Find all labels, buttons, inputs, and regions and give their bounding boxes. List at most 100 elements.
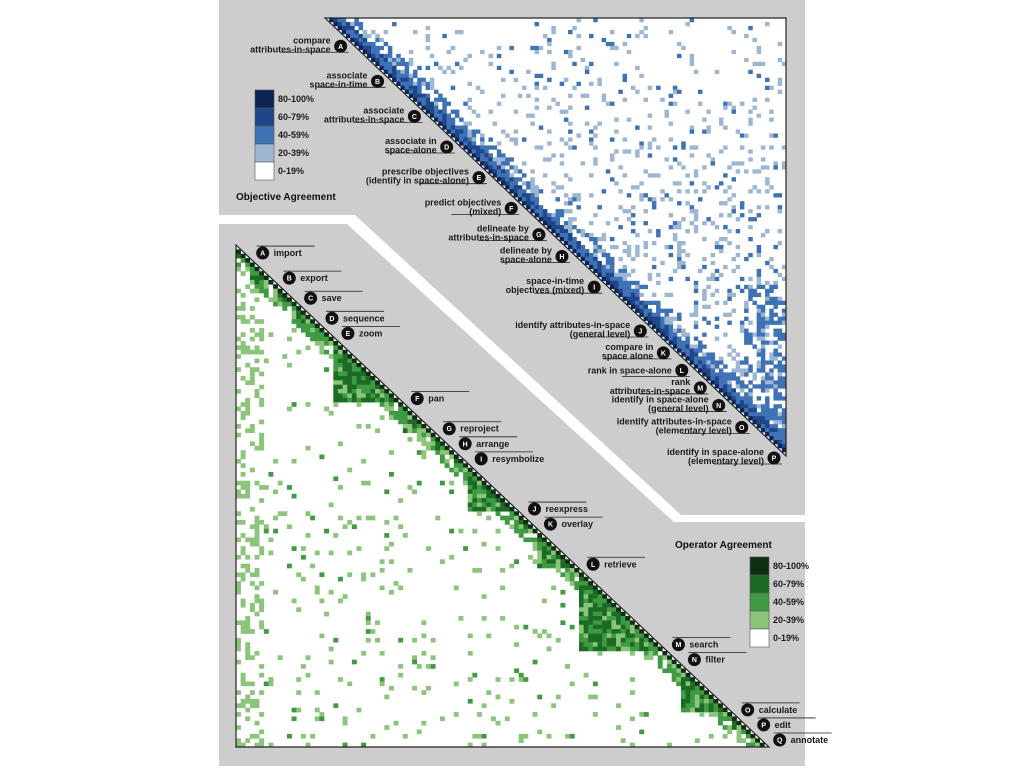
objective-cell [731,372,737,377]
objective-cell [584,260,590,266]
operator-cell [379,384,385,390]
objective-cell [635,292,640,298]
operator-cell [588,581,594,586]
objective-cell [689,125,695,130]
operator-cell [337,515,343,521]
objective-cell [739,133,745,138]
objective-cell [681,165,686,170]
operator-cell [273,301,279,307]
operator-cell [463,471,469,477]
objective-cell [756,113,762,118]
operator-cell [333,393,339,399]
objective-cell [702,264,707,270]
objective-cell [392,57,397,63]
cluster-label: edit [775,720,791,730]
objective-cell [622,173,628,178]
objective-cell [651,300,657,305]
objective-cell [329,18,334,23]
objective-cell [501,177,506,182]
operator-cell [592,642,598,647]
operator-cell [402,406,408,412]
objective-cell [689,348,695,353]
operator-cell [361,384,367,390]
operator-cell [634,637,640,643]
operator-cell [597,607,603,612]
operator-cell [356,397,362,403]
objective-cell [614,129,619,134]
operator-cell [249,306,255,311]
operator-cell [745,729,751,735]
objective-cell [752,332,757,337]
objective-cell [568,209,573,214]
objective-cell [337,18,343,23]
objective-cell [760,328,766,333]
cluster-code: F [415,396,420,403]
objective-cell [626,209,632,214]
objective-cell [693,209,699,214]
objective-cell [387,69,393,75]
operator-cell [495,528,501,534]
objective-cell [563,49,569,55]
cluster-marker [671,638,685,652]
operator-cell [337,375,343,381]
objective-cell [693,213,699,218]
operator-cell [430,432,436,438]
objective-cell [463,129,468,134]
operator-cell [708,694,714,700]
operator-cell [750,733,756,739]
operator-cell [365,423,371,429]
objective-cell [597,268,602,274]
objective-cell [765,205,770,210]
operator-cell [453,681,459,687]
objective-cell [773,268,778,274]
objective-cell [769,384,774,389]
objective-cell [618,189,623,194]
objective-cell [710,376,716,381]
objective-cell [438,65,443,71]
operator-cell [597,646,603,652]
objective-cell [471,129,477,134]
operator-cell [398,637,404,643]
objective-cell [358,37,364,43]
cluster-marker [282,271,296,285]
operator-cell [416,437,422,442]
objective-cell [756,416,762,421]
objective-cell [404,89,410,94]
operator-cell [620,616,626,621]
operator-cell [435,437,441,442]
objective-cell [693,356,699,361]
objective-cell [756,360,762,365]
objective-cell [576,252,581,258]
objective-cell [756,284,762,290]
objective-cell [760,412,766,417]
objective-cell [702,360,707,365]
objective-cell [723,264,728,270]
operator-cell [690,677,696,682]
operator-cell [718,707,723,713]
objective-cell [693,304,699,309]
legend-swatch [254,125,275,145]
objective-cell [568,177,573,182]
objective-cell [538,209,544,214]
objective-cell [739,324,745,329]
objective-cell [710,252,716,258]
objective-cell [572,193,577,198]
operator-cell [249,428,255,434]
operator-cell [245,646,251,652]
operator-cell [333,341,339,346]
objective-legend: 80-100%60-79%40-59%20-39%0-19%Objective … [236,89,336,203]
operator-cell [592,589,598,595]
operator-cell [597,602,603,608]
operator-cell [592,607,598,612]
operator-cell [588,646,594,652]
operator-cell [249,703,255,709]
operator-cell [333,380,339,385]
cluster-label: identify attributes-in-space (elementary … [617,416,732,435]
objective-cell [769,312,774,317]
operator-cell [467,633,473,639]
objective-cell [697,360,703,365]
operator-cell [398,406,404,412]
objective-cell [635,244,640,250]
objective-cell [345,29,351,35]
objective-cell [727,396,732,401]
